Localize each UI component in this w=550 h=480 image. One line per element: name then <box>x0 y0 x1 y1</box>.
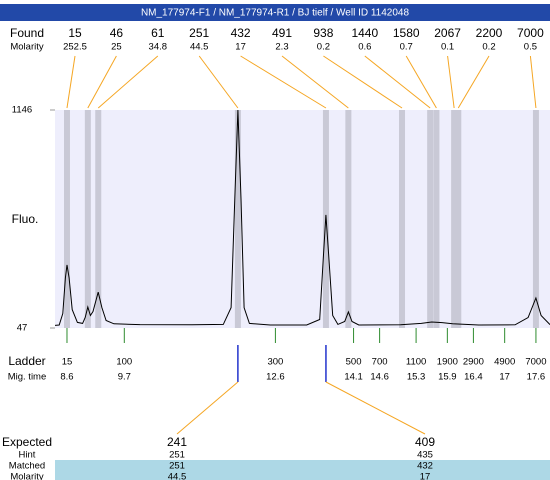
found-connector <box>529 55 537 109</box>
found-size: 2067 <box>434 26 461 40</box>
found-molarity: 2.3 <box>275 42 288 53</box>
found-band <box>427 110 434 328</box>
found-connector <box>364 55 431 109</box>
found-band <box>433 110 440 328</box>
ladder-time: 17 <box>499 372 510 383</box>
expected-value: 435 <box>417 450 433 461</box>
found-molarity: 252.5 <box>63 42 87 53</box>
expected-value: 251 <box>169 450 185 461</box>
found-molarity: 0.1 <box>441 42 454 53</box>
ladder-time: 8.6 <box>60 372 73 383</box>
y-tick-label: 47 <box>17 323 28 334</box>
found-band <box>345 110 352 328</box>
found-molarity: 0.2 <box>482 42 495 53</box>
found-size: 938 <box>313 26 333 40</box>
found-connector <box>457 55 490 109</box>
expected-connector <box>325 381 426 435</box>
expected-row-label: Expected <box>2 435 52 449</box>
expected-value: 241 <box>167 435 187 449</box>
plot-area <box>55 110 550 328</box>
molarity-label: Molarity <box>10 42 44 53</box>
found-molarity: 0.5 <box>524 42 537 53</box>
found-size: 2200 <box>476 26 503 40</box>
found-connector <box>281 55 349 109</box>
found-connector <box>323 55 403 109</box>
ladder-size: 1100 <box>406 357 426 368</box>
title-bar <box>0 4 550 21</box>
found-size: 491 <box>272 26 292 40</box>
matched-highlight <box>55 460 550 480</box>
ladder-size: 15 <box>62 357 73 368</box>
expected-row-label: Hint <box>19 450 36 461</box>
found-band <box>399 110 406 328</box>
found-size: 15 <box>68 26 82 40</box>
found-size: 61 <box>151 26 165 40</box>
mig-time-label: Mig. time <box>8 372 47 383</box>
found-band <box>95 110 102 328</box>
expected-row-label: Molarity <box>10 472 44 480</box>
expected-value: 251 <box>169 461 185 472</box>
ladder-time: 12.6 <box>266 372 285 383</box>
ladder-size: 500 <box>346 357 362 368</box>
ladder-time: 15.3 <box>407 372 426 383</box>
found-connector <box>405 55 437 109</box>
found-connector <box>198 55 239 109</box>
expected-connector <box>176 381 239 435</box>
found-size: 1580 <box>393 26 420 40</box>
ladder-time: 14.6 <box>370 372 389 383</box>
title: NM_177974-F1 / NM_177974-R1 / BJ tielf /… <box>141 8 410 19</box>
found-molarity: 0.7 <box>400 42 413 53</box>
expected-row-label: Matched <box>9 461 45 472</box>
trace <box>54 109 550 326</box>
found-connector <box>240 55 327 109</box>
ladder-time: 15.9 <box>438 372 457 383</box>
expected-value: 432 <box>417 461 433 472</box>
ladder-size: 4900 <box>494 357 515 368</box>
expected-value: 44.5 <box>168 472 187 480</box>
found-molarity: 17 <box>235 42 246 53</box>
found-connector <box>66 55 76 109</box>
ladder-size: 300 <box>267 357 283 368</box>
found-molarity: 34.8 <box>149 42 168 53</box>
found-molarity: 0.6 <box>358 42 371 53</box>
found-connector <box>87 55 117 109</box>
expected-value: 17 <box>420 472 431 480</box>
found-size: 1440 <box>351 26 378 40</box>
ladder-label: Ladder <box>8 354 45 368</box>
ladder-size: 2900 <box>463 357 484 368</box>
expected-value: 409 <box>415 435 435 449</box>
ladder-size: 100 <box>116 357 132 368</box>
found-molarity: 44.5 <box>190 42 209 53</box>
found-band <box>84 110 91 328</box>
found-size: 432 <box>231 26 251 40</box>
ladder-size: 1900 <box>437 357 458 368</box>
found-molarity: 25 <box>111 42 122 53</box>
found-band <box>63 110 70 328</box>
found-band <box>234 110 241 328</box>
ladder-time: 14.1 <box>344 372 363 383</box>
ladder-time: 16.4 <box>464 372 483 383</box>
ladder-time: 9.7 <box>118 372 131 383</box>
y-axis-label: Fluo. <box>12 212 39 226</box>
found-molarity: 0.2 <box>317 42 330 53</box>
found-size: 251 <box>189 26 209 40</box>
found-label: Found <box>10 26 44 40</box>
found-connector <box>97 55 159 109</box>
ladder-size: 700 <box>372 357 388 368</box>
ladder-size: 7000 <box>525 357 546 368</box>
found-band <box>455 110 462 328</box>
found-size: 7000 <box>517 26 544 40</box>
found-size: 46 <box>110 26 124 40</box>
found-connector <box>447 55 455 109</box>
found-band <box>451 110 458 328</box>
y-tick-label: 1146 <box>12 105 32 116</box>
ladder-time: 17.6 <box>527 372 546 383</box>
found-band <box>532 110 539 328</box>
